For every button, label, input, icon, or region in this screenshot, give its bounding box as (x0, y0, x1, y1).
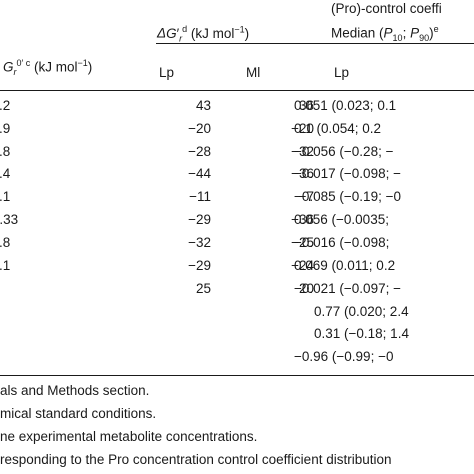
header-coeff-line2: Median (P10; P90)e (331, 24, 439, 44)
cell-coeff: 0.051 (0.023; 0.1 (294, 98, 397, 113)
table-bottom-rule (0, 375, 474, 376)
cell-g0: −8.33 (0, 212, 19, 227)
cell-lp: −32 (188, 235, 211, 250)
cell-ml: 36 (298, 98, 314, 113)
cell-ml: −24 (291, 258, 314, 273)
header-bottom-rule (0, 90, 474, 91)
cell-ml: −7 (298, 189, 314, 204)
footnote-d: responding to the Pro concentration cont… (0, 452, 392, 467)
cell-coeff: −0.056 (−0.28; − (294, 144, 394, 159)
cell-coeff: −0.016 (−0.098; (294, 235, 390, 250)
cell-coeff: −0.017 (−0.098; − (294, 166, 401, 181)
cell-coeff: −0.085 (−0.19; −0 (294, 189, 401, 204)
cell-coeff: 0.056 (−0.0035; (294, 212, 389, 227)
header-partial-rule (156, 43, 474, 44)
cell-g0: 27.8 (0, 235, 11, 250)
cell-g0: 22.8 (0, 144, 11, 159)
cell-g0: 38.1 (0, 189, 11, 204)
cell-coeff: 0.069 (0.011; 0.2 (294, 258, 396, 273)
cell-lp: −28 (188, 144, 211, 159)
cell-ml: −32 (291, 144, 314, 159)
table-row: 31 25 20 −0.021 (−0.097; − (0, 281, 474, 301)
header-sub-lp: Lp (159, 65, 175, 80)
table-row: 56.2 43 36 0.051 (0.023; 0.1 (0, 98, 474, 118)
table-row: −8.33 −29 −36 0.056 (−0.0035; (0, 212, 474, 232)
header-deltag-text: G′r (166, 25, 183, 44)
header-sub-ml: Ml (246, 65, 261, 80)
table-row: 22.8 −28 −32 −0.056 (−0.28; − (0, 144, 474, 164)
cell-g0: 26.9 (0, 121, 11, 136)
cell-coeff: 0.31 (−0.18; 1.4 (314, 326, 409, 341)
table-row: 31.1 −29 −24 0.069 (0.011; 0.2 (0, 258, 474, 278)
cell-ml: −36 (291, 166, 314, 181)
header-coeff-line1: (Pro)-control coeffi (331, 1, 442, 16)
table-row: 26.9 −20 −20 0.1 (0.054; 0.2 (0, 121, 474, 141)
table-row: 0.77 (0.020; 2.4 (0, 304, 474, 324)
table-row: 38.1 −11 −7 −0.085 (−0.19; −0 (0, 189, 474, 209)
table-row: −0.96 (−0.99; −0 (0, 349, 474, 369)
cell-ml: −25 (291, 235, 314, 250)
cell-ml: −36 (291, 212, 314, 227)
header-deltag-sup: d (182, 24, 188, 34)
cell-lp: 43 (195, 98, 211, 113)
cell-lp: −29 (188, 212, 211, 227)
table-row: 27.8 −32 −25 −0.016 (−0.098; (0, 235, 474, 255)
cell-ml: 20 (298, 281, 314, 296)
cell-coeff: −0.021 (−0.097; − (294, 281, 401, 296)
cell-g0: 31.1 (0, 258, 11, 273)
cell-lp: −44 (188, 166, 211, 181)
header-sub-lp2: Lp (334, 65, 350, 80)
cell-ml: −20 (291, 121, 314, 136)
cell-lp: −11 (189, 189, 211, 204)
footnote-b: mical standard conditions. (0, 406, 157, 421)
footnote-a: als and Methods section. (0, 383, 150, 398)
header-deltag-unit: (kJ mol−1) (187, 24, 250, 41)
cell-g0: 51.4 (0, 166, 11, 181)
cell-lp: 25 (195, 281, 211, 296)
cell-lp: −29 (188, 258, 211, 273)
cell-g0: 56.2 (0, 98, 11, 113)
header-col0-label: Gr0′ c (kJ mol−1) (3, 58, 93, 78)
table-row: 51.4 −44 −36 −0.017 (−0.098; − (0, 166, 474, 186)
table-row: 0.31 (−0.18; 1.4 (0, 326, 474, 346)
header-deltag-label: ΔG′rd (kJ mol−1) (157, 24, 250, 44)
cell-coeff: 0.1 (0.054; 0.2 (294, 121, 382, 136)
cell-coeff: −0.96 (−0.99; −0 (294, 349, 394, 364)
footnote-c: ne experimental metabolite concentration… (0, 429, 258, 444)
cell-lp: −20 (188, 121, 211, 136)
cell-coeff: 0.77 (0.020; 2.4 (314, 304, 409, 319)
